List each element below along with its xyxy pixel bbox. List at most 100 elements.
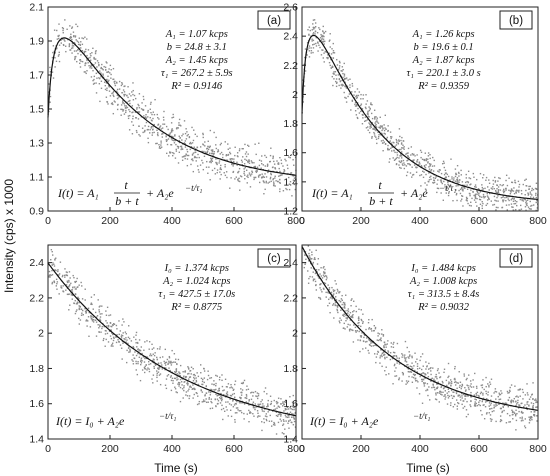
data-point — [382, 150, 384, 152]
data-point — [190, 373, 192, 375]
data-point — [192, 374, 195, 376]
data-point — [532, 402, 535, 405]
data-point — [207, 145, 209, 148]
data-point — [408, 157, 410, 159]
data-point — [432, 181, 434, 184]
data-point — [311, 254, 313, 256]
data-point — [68, 285, 71, 287]
data-point — [508, 199, 510, 202]
data-point — [375, 123, 377, 126]
data-point — [429, 367, 431, 370]
data-point — [456, 177, 459, 179]
data-point — [495, 200, 498, 202]
data-point — [241, 389, 244, 391]
data-point — [127, 115, 130, 117]
data-point — [180, 148, 182, 151]
data-point — [81, 37, 83, 39]
data-point — [447, 192, 450, 194]
data-point — [282, 190, 285, 192]
data-point — [135, 331, 138, 334]
data-point — [495, 189, 497, 192]
data-point — [450, 380, 453, 383]
data-point — [433, 386, 436, 389]
data-point — [104, 329, 107, 332]
data-point — [121, 102, 124, 104]
data-point — [488, 386, 490, 388]
data-point — [486, 195, 489, 197]
data-point — [331, 286, 333, 289]
data-point — [325, 296, 327, 298]
data-point — [71, 45, 74, 47]
data-point — [331, 48, 333, 50]
data-point — [159, 348, 161, 350]
data-point — [76, 40, 79, 42]
data-point — [497, 186, 500, 188]
data-point — [338, 84, 340, 87]
data-point — [49, 274, 51, 276]
fit-parameter: b = 24.8 ± 3.1 — [167, 42, 227, 53]
data-point — [127, 117, 130, 120]
data-point — [157, 124, 159, 126]
data-point — [473, 194, 475, 197]
data-point — [112, 67, 115, 70]
data-point — [335, 301, 337, 303]
data-point — [121, 108, 123, 111]
data-point — [465, 196, 468, 199]
data-point — [464, 386, 466, 389]
data-point — [327, 57, 329, 60]
data-point — [485, 179, 487, 181]
data-point — [273, 422, 276, 425]
data-point — [190, 146, 193, 148]
data-point — [374, 327, 377, 330]
data-point — [274, 175, 276, 177]
data-point — [484, 401, 487, 403]
data-point — [524, 206, 527, 208]
data-point — [274, 408, 277, 410]
data-point — [333, 71, 335, 73]
data-point — [513, 198, 515, 200]
data-point — [391, 357, 394, 360]
data-point — [165, 125, 168, 128]
data-point — [352, 316, 354, 319]
data-point — [468, 192, 471, 195]
data-point — [506, 412, 509, 415]
data-point — [416, 160, 418, 162]
data-point — [177, 127, 180, 129]
data-point — [487, 391, 489, 393]
data-point — [328, 61, 331, 64]
data-point — [115, 336, 118, 338]
data-point — [183, 120, 186, 122]
data-point — [272, 155, 274, 157]
data-point — [367, 129, 369, 131]
data-point — [185, 391, 188, 393]
data-point — [406, 382, 409, 384]
data-point — [457, 394, 459, 397]
data-point — [535, 192, 537, 195]
data-point — [348, 328, 351, 331]
data-point — [384, 114, 386, 117]
data-point — [280, 159, 282, 161]
data-point — [481, 186, 484, 189]
data-point — [264, 154, 266, 157]
data-point — [367, 321, 370, 324]
data-point — [517, 389, 519, 391]
data-point — [494, 199, 496, 202]
data-point — [149, 353, 152, 355]
data-point — [506, 390, 509, 393]
data-point — [96, 60, 99, 62]
data-point — [105, 330, 107, 332]
data-point — [225, 171, 228, 173]
data-point — [432, 386, 435, 388]
data-point — [463, 373, 465, 375]
data-point — [454, 175, 457, 178]
data-point — [338, 292, 340, 294]
data-point — [403, 162, 405, 164]
data-point — [467, 413, 469, 416]
data-point — [56, 283, 58, 285]
data-point — [239, 396, 241, 399]
data-point — [444, 186, 446, 188]
data-point — [318, 27, 320, 29]
data-point — [177, 381, 180, 384]
data-point — [336, 288, 339, 291]
data-point — [198, 400, 201, 403]
